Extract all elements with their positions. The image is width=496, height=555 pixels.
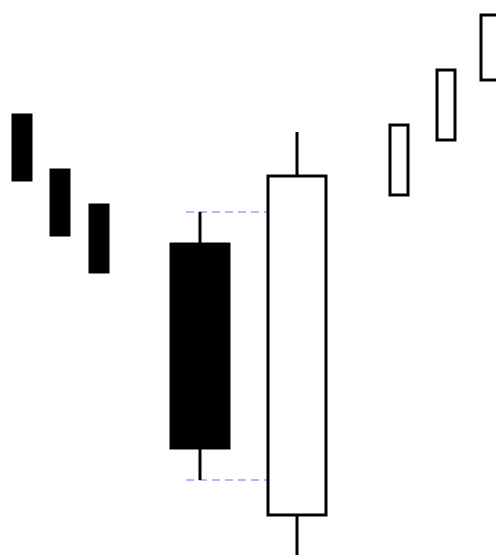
candle-body — [479, 13, 496, 82]
candle-body — [88, 203, 110, 274]
candle-body — [435, 68, 457, 142]
candle-body — [169, 242, 231, 450]
candle-body — [388, 123, 410, 197]
candle-body — [49, 168, 71, 237]
candle-body — [11, 113, 33, 182]
candle-body — [266, 174, 328, 517]
